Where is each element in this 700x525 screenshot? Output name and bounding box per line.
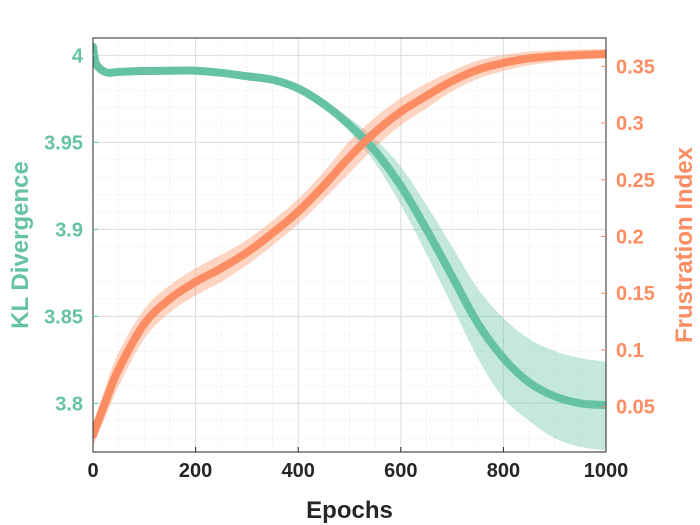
right-axis-label: Frustration Index xyxy=(671,146,698,343)
x-tick-label: 800 xyxy=(487,460,520,482)
x-tick-label: 0 xyxy=(87,460,98,482)
right-axis-ticks: 0.05 0.1 0.15 0.2 0.25 0.3 0.35 xyxy=(601,56,655,419)
right-tick-label: 0.3 xyxy=(616,113,644,135)
confidence-bands xyxy=(93,43,606,451)
right-tick-label: 0.25 xyxy=(616,170,655,192)
x-tick-label: 1000 xyxy=(584,460,629,482)
left-axis-ticks: 3.8 3.85 3.9 3.95 4 xyxy=(44,45,98,415)
major-grid xyxy=(93,38,606,452)
frustration-index-line xyxy=(93,49,606,439)
kl-divergence-line xyxy=(93,42,606,410)
x-tick-label: 600 xyxy=(384,460,417,482)
x-tick-label: 400 xyxy=(282,460,315,482)
left-tick-label: 4 xyxy=(72,45,84,67)
right-tick-label: 0.05 xyxy=(616,397,655,419)
left-tick-label: 3.85 xyxy=(44,306,83,328)
x-tick-label: 200 xyxy=(179,460,212,482)
left-axis-label: KL Divergence xyxy=(7,161,34,329)
left-tick-label: 3.8 xyxy=(55,393,83,415)
series-lines xyxy=(93,42,606,439)
x-axis-ticks: 0 200 400 600 800 1000 xyxy=(87,447,628,482)
plot-frame xyxy=(92,37,607,453)
left-tick-label: 3.95 xyxy=(44,132,83,154)
right-tick-label: 0.35 xyxy=(616,56,655,78)
kl-divergence-band xyxy=(93,43,606,451)
left-tick-label: 3.9 xyxy=(55,219,83,241)
right-tick-label: 0.2 xyxy=(616,226,644,248)
x-axis-label: Epochs xyxy=(306,497,393,524)
right-tick-label: 0.1 xyxy=(616,340,644,362)
right-tick-label: 0.15 xyxy=(616,283,655,305)
